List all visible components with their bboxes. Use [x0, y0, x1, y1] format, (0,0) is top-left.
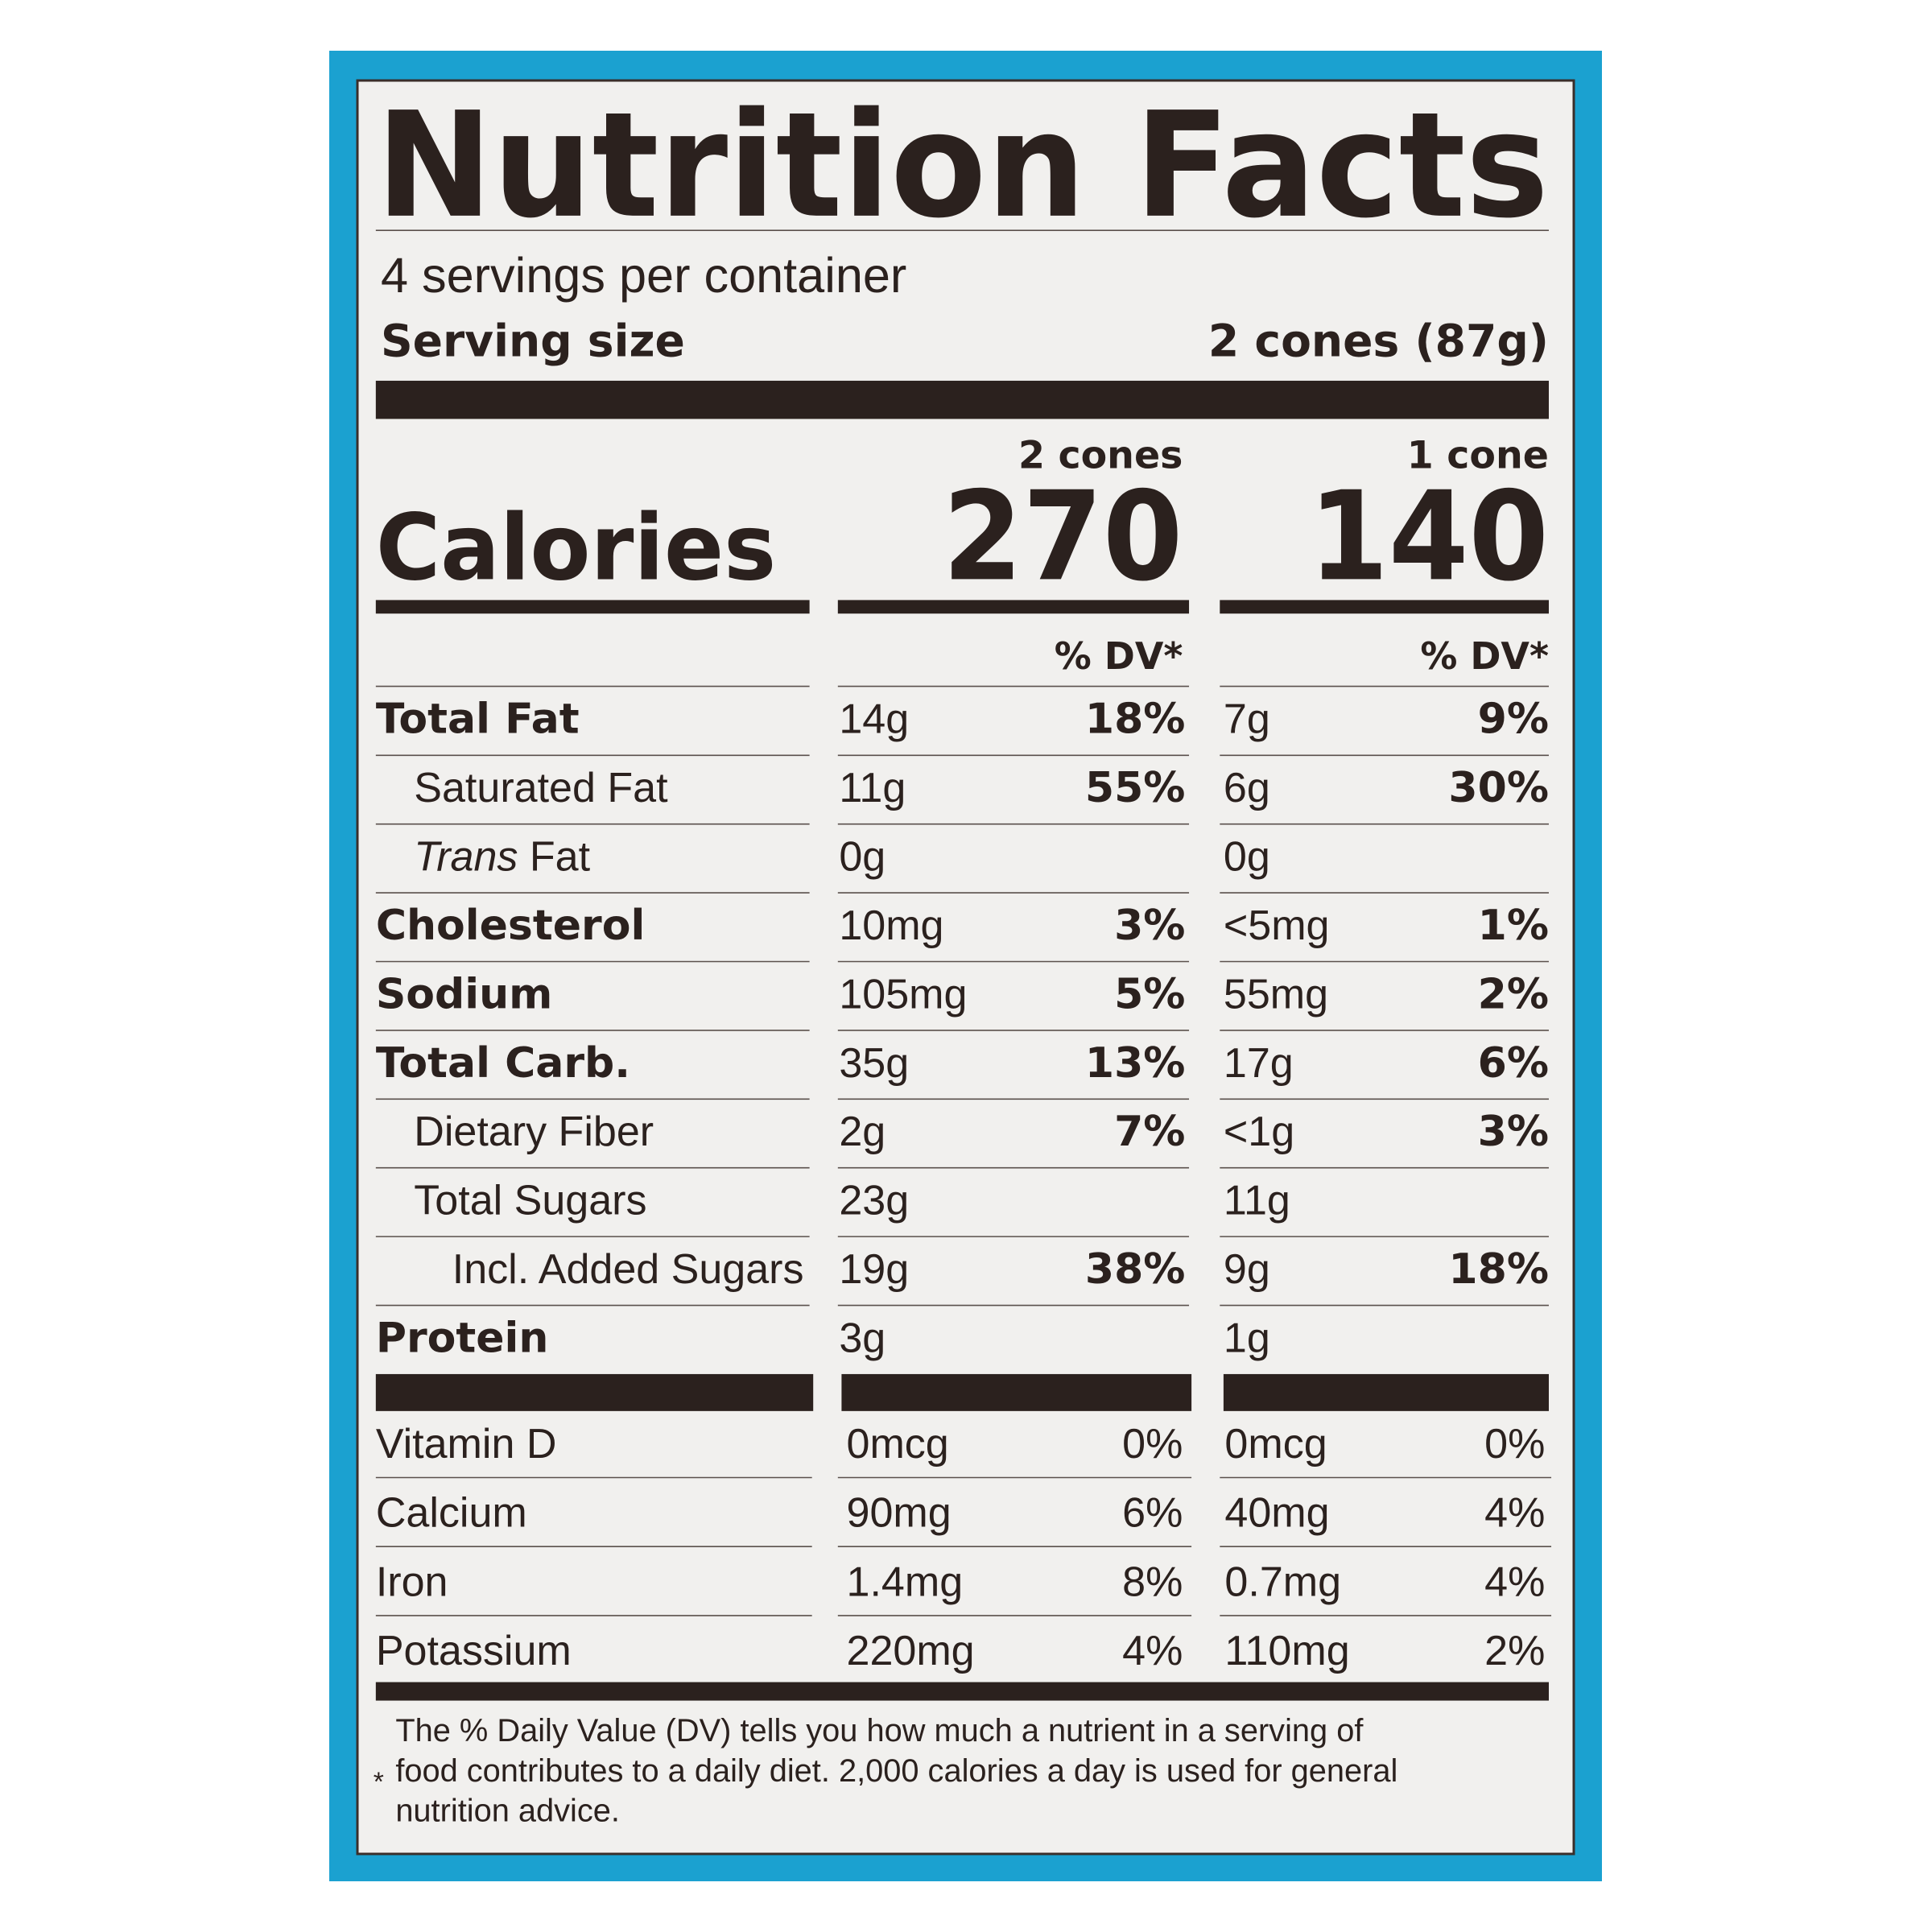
- footnote-line: The % Daily Value (DV) tells you how muc…: [395, 1713, 1364, 1748]
- amount: 55mg: [1224, 971, 1328, 1018]
- daily-value: 5%: [1114, 970, 1185, 1018]
- thick-bar: [375, 1373, 814, 1411]
- thick-bar: [1223, 1373, 1549, 1411]
- daily-value: 6%: [1478, 1039, 1549, 1088]
- nutrient-name: Sodium: [376, 970, 553, 1018]
- amount: 9g: [1224, 1246, 1270, 1293]
- daily-value: 4%: [1484, 1490, 1545, 1537]
- amount: 11g: [1224, 1178, 1290, 1224]
- nutrient-name: Total Sugars: [414, 1178, 646, 1224]
- amount: 0g: [1224, 834, 1270, 881]
- nutrient-name-rest: Fat: [518, 834, 590, 881]
- footnote-line: nutrition advice.: [395, 1794, 620, 1829]
- thick-bar: [375, 380, 1549, 419]
- calories-bar: [375, 600, 810, 614]
- dv-heading: % DV*: [1420, 634, 1549, 678]
- daily-value: 4%: [1484, 1558, 1545, 1605]
- daily-value: 7%: [1114, 1108, 1185, 1156]
- micronutrient-name: Vitamin D: [376, 1421, 557, 1468]
- amount: 1g: [1224, 1315, 1270, 1361]
- amount: 0g: [839, 834, 886, 881]
- amount: 0.7mg: [1224, 1558, 1341, 1605]
- amount: 0mcg: [1224, 1421, 1327, 1468]
- amount: 19g: [839, 1246, 909, 1293]
- micronutrient-name: Calcium: [376, 1490, 527, 1537]
- daily-value: 6%: [1122, 1490, 1183, 1537]
- amount: 2g: [839, 1108, 886, 1155]
- daily-value: 3%: [1114, 902, 1185, 950]
- daily-value: 38%: [1085, 1245, 1186, 1294]
- nutrient-name: Total Fat: [376, 696, 580, 744]
- serving-size-label: Serving size: [381, 315, 685, 366]
- daily-value: 4%: [1122, 1628, 1183, 1674]
- amount: 40mg: [1224, 1490, 1329, 1537]
- calories-bar: [837, 600, 1190, 614]
- amount: 14g: [839, 696, 909, 743]
- nutrient-name: Protein: [376, 1314, 549, 1362]
- amount: 90mg: [847, 1490, 952, 1537]
- label-panel: [356, 79, 1575, 1856]
- daily-value: 9%: [1478, 696, 1549, 744]
- servings-per-container: 4 servings per container: [381, 248, 906, 303]
- amount: 17g: [1224, 1040, 1294, 1087]
- nutrient-name: Cholesterol: [376, 902, 645, 950]
- nutrient-name: Incl. Added Sugars: [452, 1246, 804, 1293]
- daily-value: 13%: [1085, 1039, 1186, 1088]
- amount: 10mg: [839, 902, 943, 949]
- daily-value: 2%: [1484, 1628, 1545, 1674]
- amount: 105mg: [839, 971, 967, 1018]
- daily-value: 3%: [1478, 1108, 1549, 1156]
- daily-value: 55%: [1085, 764, 1186, 812]
- micronutrient-name: Iron: [376, 1558, 448, 1605]
- daily-value: 8%: [1122, 1558, 1183, 1605]
- footnote-marker: *: [374, 1767, 384, 1797]
- nutrient-name: Trans Fat: [414, 834, 590, 881]
- column-heading: 2 cones: [1018, 434, 1183, 478]
- thick-bar: [841, 1373, 1192, 1411]
- daily-value: 18%: [1085, 696, 1186, 744]
- daily-value: 2%: [1478, 970, 1549, 1018]
- daily-value: 30%: [1448, 764, 1549, 812]
- dv-heading: % DV*: [1055, 634, 1183, 678]
- nutrient-name-italic: Trans: [414, 834, 518, 881]
- nutrient-name: Dietary Fiber: [414, 1108, 654, 1155]
- amount: <1g: [1224, 1108, 1294, 1155]
- amount: 220mg: [847, 1628, 975, 1674]
- amount: 7g: [1224, 696, 1270, 743]
- calories-value: 140: [1309, 465, 1549, 609]
- calories-label: Calories: [376, 494, 776, 601]
- daily-value: 0%: [1122, 1421, 1183, 1468]
- calories-value: 270: [943, 465, 1183, 609]
- amount: 23g: [839, 1178, 909, 1224]
- amount: 0mcg: [847, 1421, 949, 1468]
- column-heading: 1 cone: [1407, 434, 1549, 478]
- footnote-line: food contributes to a daily diet. 2,000 …: [395, 1753, 1397, 1789]
- amount: <5mg: [1224, 902, 1330, 949]
- title: Nutrition Facts: [376, 80, 1549, 250]
- amount: 110mg: [1224, 1628, 1349, 1674]
- amount: 11g: [839, 765, 906, 811]
- amount: 35g: [839, 1040, 909, 1087]
- daily-value: 18%: [1448, 1245, 1549, 1294]
- calories-bar: [1220, 600, 1549, 614]
- daily-value: 0%: [1484, 1421, 1545, 1468]
- amount: 3g: [839, 1315, 886, 1361]
- nutrient-name: Total Carb.: [376, 1039, 630, 1088]
- amount: 6g: [1224, 765, 1270, 811]
- daily-value: 1%: [1478, 902, 1549, 950]
- nutrient-name: Saturated Fat: [414, 765, 668, 811]
- micronutrient-name: Potassium: [376, 1628, 572, 1674]
- thick-bar: [375, 1682, 1549, 1701]
- amount: 1.4mg: [847, 1558, 964, 1605]
- serving-size-value: 2 cones (87g): [1208, 315, 1549, 366]
